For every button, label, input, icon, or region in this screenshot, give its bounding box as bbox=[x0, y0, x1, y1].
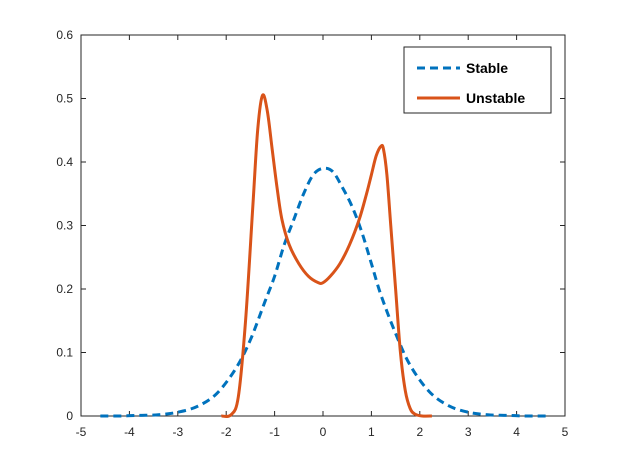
legend: Stable Unstable bbox=[403, 46, 552, 114]
x-tick-label: -1 bbox=[269, 425, 280, 439]
y-tick-label: 0 bbox=[66, 409, 73, 423]
axis-ticks: -5 -4 -3 -2 -1 0 1 2 3 4 5 0 0.1 0.2 0.3 0.4 0.5 0.6 bbox=[56, 28, 568, 439]
x-tick-label: 1 bbox=[368, 425, 375, 439]
x-tick-label: 2 bbox=[416, 425, 423, 439]
x-tick-label: 0 bbox=[320, 425, 327, 439]
y-tick-label: 0.2 bbox=[56, 282, 73, 296]
series-line-unstable bbox=[221, 93, 432, 418]
y-tick-label: 0.4 bbox=[56, 155, 73, 169]
x-tick-label: -3 bbox=[172, 425, 183, 439]
x-tick-label: 5 bbox=[562, 425, 569, 439]
x-tick-label: 3 bbox=[465, 425, 472, 439]
x-tick-label: -4 bbox=[124, 425, 135, 439]
series-line-stable bbox=[100, 166, 546, 418]
y-tick-label: 0.1 bbox=[56, 346, 73, 360]
legend-label-unstable: Unstable bbox=[466, 90, 525, 106]
legend-box bbox=[403, 46, 552, 114]
y-tick-label: 0.5 bbox=[56, 92, 73, 106]
legend-label-stable: Stable bbox=[466, 60, 508, 76]
x-tick-label: 4 bbox=[513, 425, 520, 439]
y-tick-label: 0.3 bbox=[56, 219, 73, 233]
series-layer bbox=[100, 93, 546, 418]
y-tick-label: 0.6 bbox=[56, 28, 73, 42]
x-tick-label: -5 bbox=[76, 425, 87, 439]
x-tick-label: -2 bbox=[221, 425, 232, 439]
